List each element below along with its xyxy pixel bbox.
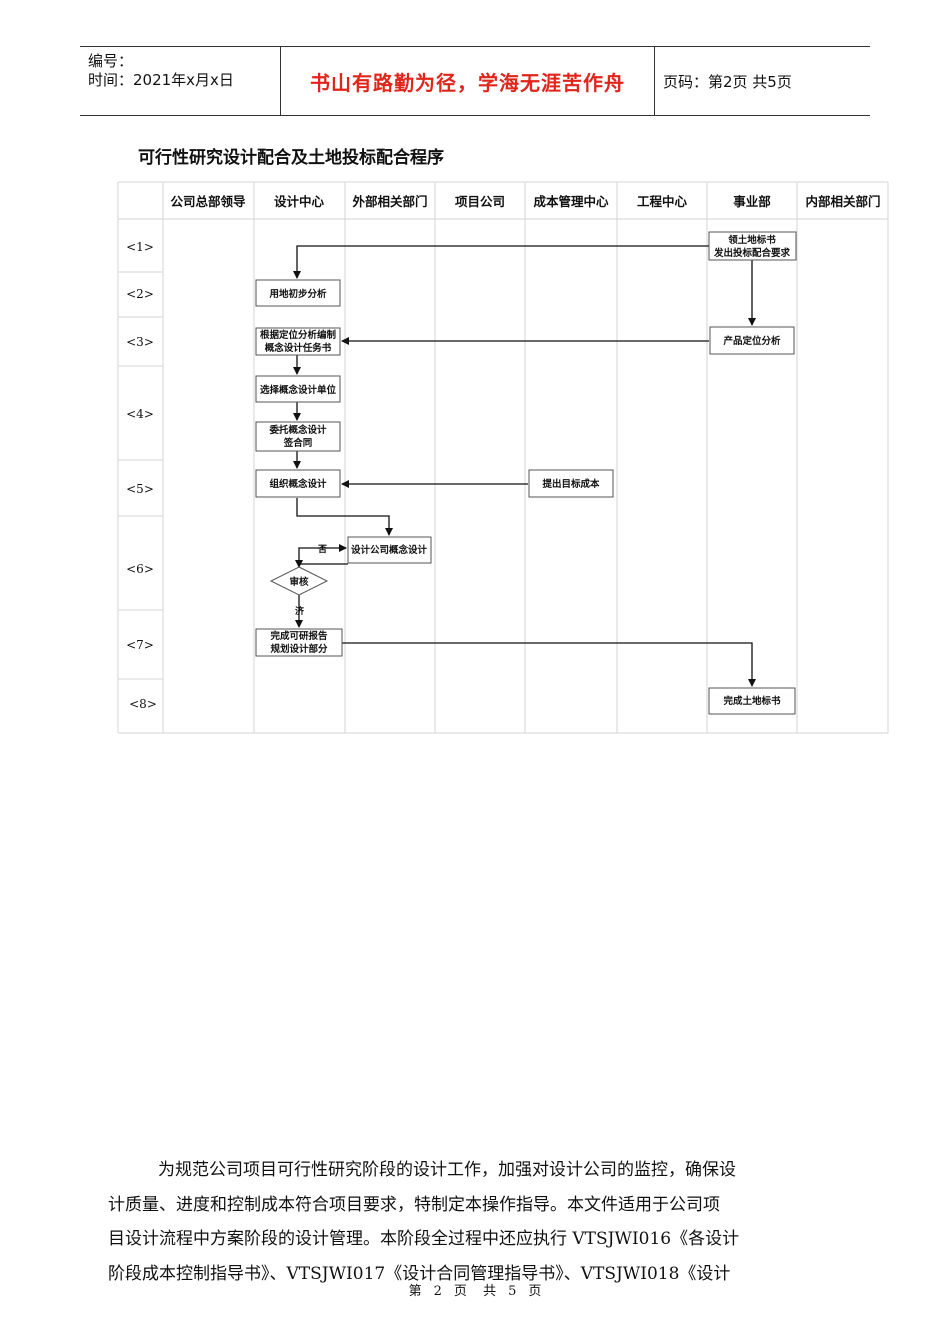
label-no: 否 bbox=[317, 544, 327, 555]
body-line: 计质量、进度和控制成本符合项目要求，特制定本操作指导。本文件适用于公司项 bbox=[108, 1194, 720, 1215]
swimlane-grid bbox=[117, 181, 889, 734]
row-label: <3> bbox=[126, 335, 154, 349]
body-line: 阶段成本控制指导书》、VTSJWI017《设计合同管理指导书》、VTSJWI01… bbox=[108, 1263, 731, 1284]
row-label: <2> bbox=[126, 287, 154, 301]
column-header: 内部相关部门 bbox=[805, 194, 880, 209]
column-header: 成本管理中心 bbox=[533, 194, 609, 209]
column-header: 公司总部领导 bbox=[170, 194, 246, 209]
svg-text:审核: 审核 bbox=[289, 576, 309, 588]
header-motto-cell: 书山有路勤为径，学海无涯苦作舟 bbox=[281, 47, 655, 115]
column-header: 工程中心 bbox=[637, 194, 688, 209]
box-design-brief: 根据定位分析编制 概念设计任务书 bbox=[255, 327, 341, 356]
column-header: 外部相关部门 bbox=[351, 194, 427, 209]
row-label: <5> bbox=[126, 482, 154, 496]
box-target-cost: 提出目标成本 bbox=[528, 469, 614, 498]
column-headers: 公司总部领导 设计中心 外部相关部门 项目公司 成本管理中心 工程中心 事业部 … bbox=[170, 194, 880, 209]
svg-text:组织概念设计: 组织概念设计 bbox=[269, 478, 327, 490]
box-complete-tender: 完成土地标书 bbox=[708, 687, 796, 715]
header-motto: 书山有路勤为径，学海无涯苦作舟 bbox=[310, 70, 625, 95]
decision-review: 审核 bbox=[269, 566, 329, 596]
header-page-cell: 页码：第2页 共5页 bbox=[655, 47, 870, 115]
row-label: <8> bbox=[129, 697, 157, 711]
svg-text:委托概念设计: 委托概念设计 bbox=[268, 424, 327, 436]
svg-text:签合同: 签合同 bbox=[283, 437, 313, 449]
box-feasibility-report: 完成可研报告 规划设计部分 bbox=[255, 628, 343, 657]
box-product-positioning: 产品定位分析 bbox=[709, 326, 795, 355]
svg-text:完成土地标书: 完成土地标书 bbox=[723, 695, 781, 707]
document-date: 时间：2021年x月x日 bbox=[88, 71, 234, 89]
row-labels: <1> <2> <3> <4> <5> <6> <7> <8> bbox=[126, 240, 157, 711]
header-meta: 编号： 时间：2021年x月x日 bbox=[80, 47, 281, 115]
body-line: 为规范公司项目可行性研究阶段的设计工作，加强对设计公司的监控，确保设 bbox=[158, 1160, 736, 1180]
arrow bbox=[293, 245, 709, 279]
svg-text:规划设计部分: 规划设计部分 bbox=[270, 643, 328, 655]
header-page-number: 页码：第2页 共5页 bbox=[663, 72, 792, 91]
svg-text:领土地标书: 领土地标书 bbox=[728, 234, 776, 246]
document-number: 编号： bbox=[88, 52, 134, 70]
svg-text:设计公司概念设计: 设计公司概念设计 bbox=[351, 544, 428, 556]
document-title: 可行性研究设计配合及土地投标配合程序 bbox=[138, 148, 444, 168]
box-select-designer: 选择概念设计单位 bbox=[255, 375, 341, 403]
svg-text:发出投标配合要求: 发出投标配合要求 bbox=[713, 247, 791, 259]
svg-text:完成可研报告: 完成可研报告 bbox=[270, 630, 328, 642]
flow-boxes: 领土地标书 发出投标配合要求 用地初步分析 根据定位分析编制 概念设计任务书 产… bbox=[255, 231, 797, 715]
row-label: <4> bbox=[126, 407, 154, 421]
svg-text:提出目标成本: 提出目标成本 bbox=[542, 478, 600, 490]
process-flowchart: 公司总部领导 设计中心 外部相关部门 项目公司 成本管理中心 工程中心 事业部 … bbox=[117, 181, 889, 734]
svg-text:概念设计任务书: 概念设计任务书 bbox=[265, 342, 332, 354]
flow-arrows bbox=[293, 245, 756, 687]
box-sign-contract: 委托概念设计 签合同 bbox=[255, 421, 341, 452]
row-label: <1> bbox=[126, 240, 154, 254]
column-header: 项目公司 bbox=[455, 194, 505, 209]
box-land-tender: 领土地标书 发出投标配合要求 bbox=[708, 231, 797, 261]
svg-text:选择概念设计单位: 选择概念设计单位 bbox=[260, 384, 337, 396]
box-land-analysis: 用地初步分析 bbox=[255, 279, 341, 307]
column-header: 设计中心 bbox=[274, 194, 325, 209]
body-paragraph: 为规范公司项目可行性研究阶段的设计工作，加强对设计公司的监控，确保设 计质量、进… bbox=[108, 1153, 828, 1291]
arrow bbox=[295, 560, 348, 568]
box-designer-concept: 设计公司概念设计 bbox=[347, 536, 432, 564]
arrow bbox=[298, 544, 347, 567]
svg-text:产品定位分析: 产品定位分析 bbox=[723, 335, 781, 347]
column-header: 事业部 bbox=[733, 194, 771, 209]
row-label: <6> bbox=[126, 562, 154, 576]
arrow bbox=[296, 498, 393, 536]
box-organize-concept: 组织概念设计 bbox=[255, 469, 341, 498]
svg-text:用地初步分析: 用地初步分析 bbox=[268, 288, 327, 300]
label-yes: 济 bbox=[295, 605, 305, 617]
arrow bbox=[342, 642, 756, 687]
row-label: <7> bbox=[126, 638, 154, 652]
svg-text:根据定位分析编制: 根据定位分析编制 bbox=[260, 329, 337, 341]
body-line: 目设计流程中方案阶段的设计管理。本阶段全过程中还应执行 VTSJWI016《各设… bbox=[108, 1229, 740, 1249]
page-header: 编号： 时间：2021年x月x日 书山有路勤为径，学海无涯苦作舟 页码：第2页 … bbox=[80, 46, 870, 116]
